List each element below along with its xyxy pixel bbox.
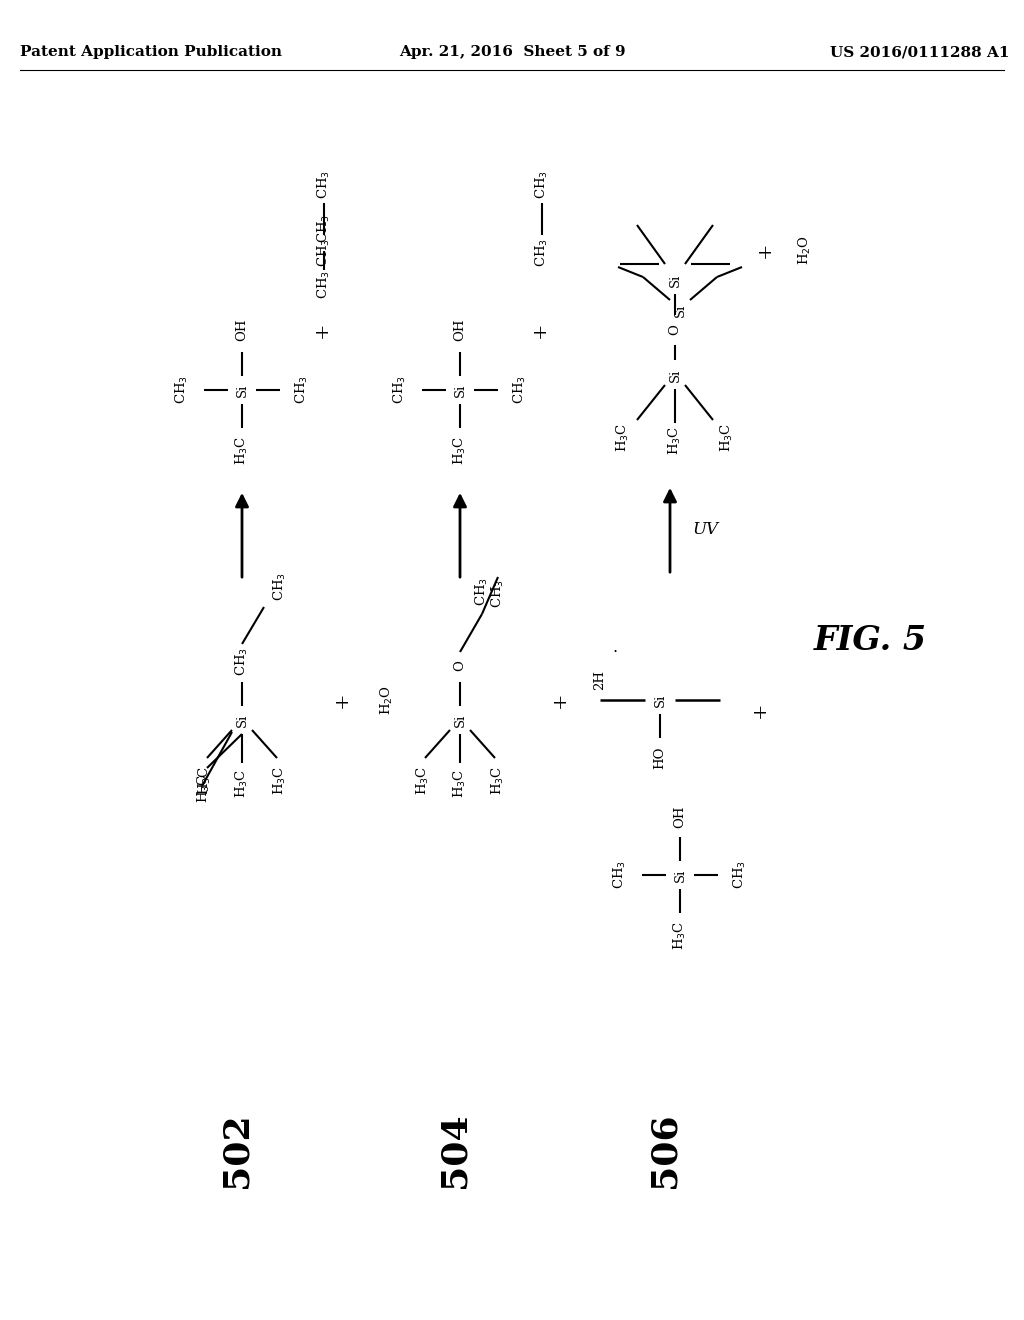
Text: OH: OH [454,318,467,342]
Text: Si: Si [236,383,249,396]
Text: HO: HO [653,747,667,770]
Text: CH$_3$: CH$_3$ [174,375,190,404]
Text: CH$_3$: CH$_3$ [233,648,250,676]
Text: CH$_3$: CH$_3$ [272,573,288,602]
Text: H$_3$C: H$_3$C [672,920,688,949]
Text: CH$_3$: CH$_3$ [316,170,332,199]
Text: +: + [333,692,351,709]
Text: H$_3$C: H$_3$C [415,766,431,795]
Text: Si: Si [454,383,467,396]
Text: CH$_3$: CH$_3$ [316,239,332,268]
Text: H$_3$C: H$_3$C [196,774,212,803]
Text: CH$_3$: CH$_3$ [612,861,628,890]
Text: Si: Si [669,368,682,381]
Text: CH$_3$: CH$_3$ [474,578,490,606]
Text: CH$_3$: CH$_3$ [534,170,550,199]
Text: CH$_3$: CH$_3$ [732,861,749,890]
Text: CH$_3$: CH$_3$ [316,215,332,243]
Text: CH$_3$: CH$_3$ [512,375,528,404]
Text: H$_2$O: H$_2$O [379,685,395,715]
Text: 502: 502 [220,1113,254,1188]
Text: OH: OH [674,805,686,828]
Text: Patent Application Publication: Patent Application Publication [20,45,282,59]
Text: +: + [313,322,331,338]
Text: H$_3$C: H$_3$C [197,766,213,795]
Text: Apr. 21, 2016  Sheet 5 of 9: Apr. 21, 2016 Sheet 5 of 9 [398,45,626,59]
Text: CH$_3$: CH$_3$ [489,579,506,609]
Text: H$_3$C: H$_3$C [452,768,468,797]
Text: H$_3$C: H$_3$C [233,436,250,465]
Text: H$_3$C: H$_3$C [489,766,506,795]
Text: $\cdot$: $\cdot$ [612,642,617,659]
Text: Si: Si [653,693,667,706]
Text: US 2016/0111288 A1: US 2016/0111288 A1 [830,45,1010,59]
Text: Si: Si [674,304,686,317]
Text: CH$_3$: CH$_3$ [316,271,332,300]
Text: H$_3$C: H$_3$C [233,768,250,797]
Text: H$_2$O: H$_2$O [797,235,813,265]
Text: Si: Si [669,273,682,286]
Text: O: O [454,660,467,672]
Text: UV: UV [692,521,718,539]
Text: +: + [756,242,774,259]
Text: CH$_3$: CH$_3$ [294,375,310,404]
Text: Si: Si [674,869,686,882]
Text: O: O [669,325,682,335]
Text: +: + [551,692,569,709]
Text: H$_3$C: H$_3$C [272,766,288,795]
Text: H$_3$C: H$_3$C [452,436,468,465]
Text: Si: Si [236,713,249,726]
Text: Si: Si [454,713,467,726]
Text: 2H: 2H [594,671,606,690]
Text: OH: OH [236,318,249,342]
Text: H$_3$C: H$_3$C [667,425,683,454]
Text: H$_3$C: H$_3$C [615,422,631,451]
Text: 504: 504 [438,1113,472,1188]
Text: +: + [751,702,769,718]
Text: CH$_3$: CH$_3$ [534,239,550,268]
Text: 506: 506 [648,1113,682,1188]
Text: H$_3$C: H$_3$C [719,422,735,451]
Text: CH$_3$: CH$_3$ [392,375,408,404]
Text: +: + [531,322,549,338]
Text: FIG. 5: FIG. 5 [813,623,927,656]
